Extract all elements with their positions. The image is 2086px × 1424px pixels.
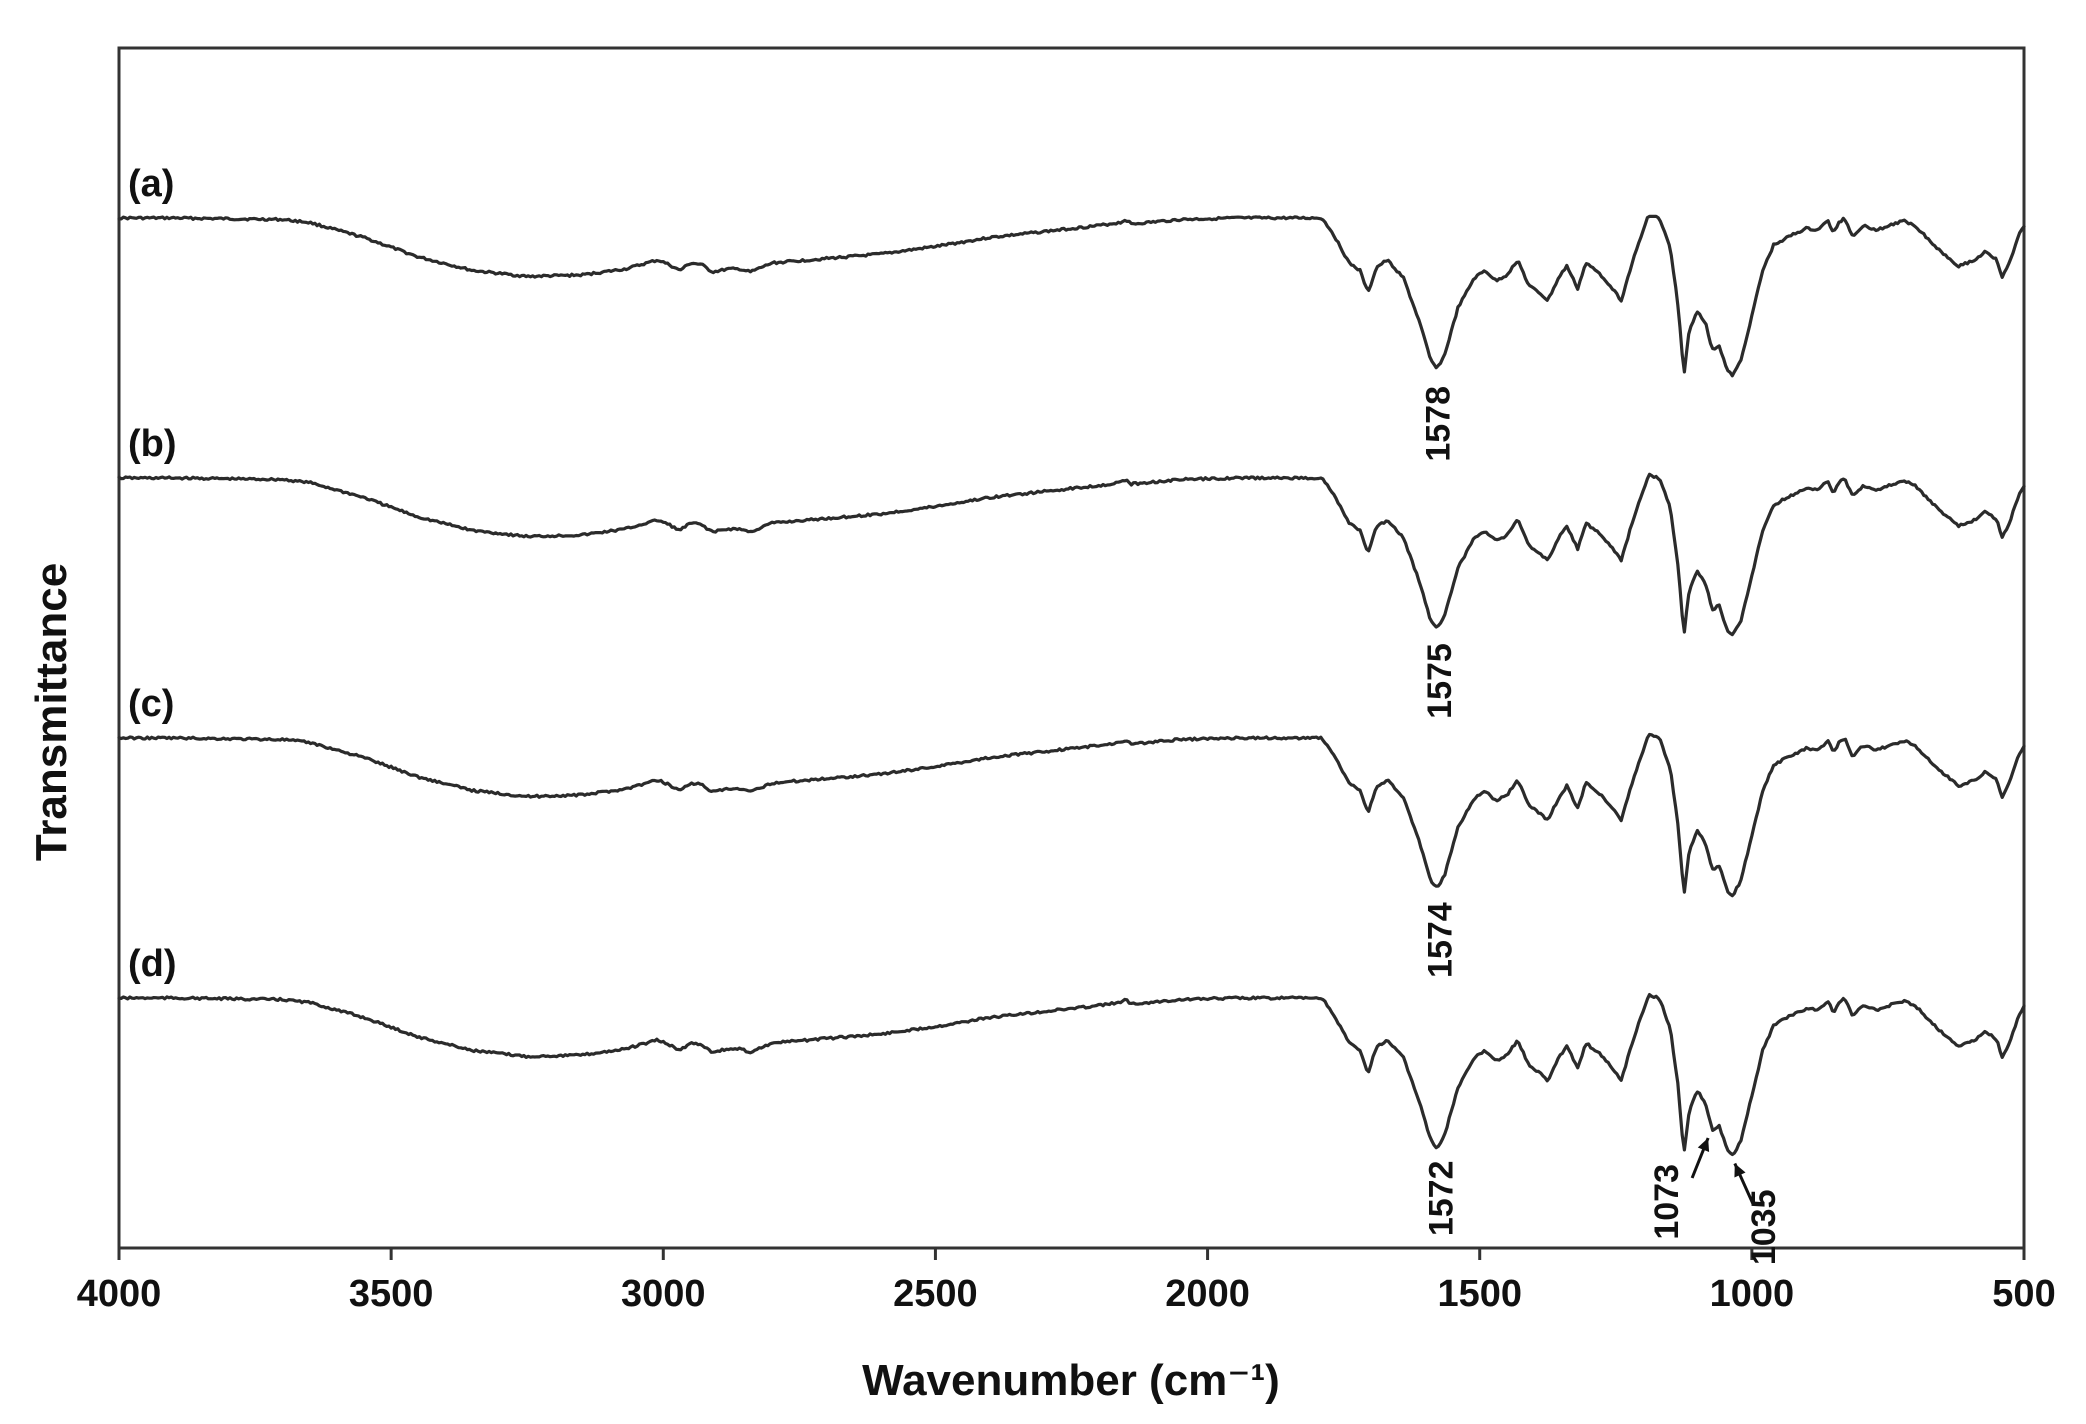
x-tick-label: 3500 bbox=[349, 1273, 434, 1315]
x-axis: 4000 3500 3000 2500 2000 1500 1000 500 bbox=[77, 1248, 2056, 1315]
y-axis-title: Transmittance bbox=[27, 563, 76, 861]
series-label: (c) bbox=[128, 683, 174, 725]
x-tick-label: 4000 bbox=[77, 1273, 162, 1315]
x-tick-label: 2500 bbox=[893, 1273, 978, 1315]
plot-area-frame bbox=[117, 46, 2026, 1250]
x-tick-label: 3000 bbox=[621, 1273, 706, 1315]
peak-label: 1574 bbox=[1421, 902, 1459, 978]
annotations: (a) 1578 (b) 1575 (c) 1574 (d) 1572 1073 1035 bbox=[128, 163, 1783, 1265]
peak-arrowhead bbox=[1697, 1138, 1710, 1152]
x-tick-label: 1500 bbox=[1437, 1273, 1522, 1315]
peak-label: 1572 bbox=[1423, 1161, 1461, 1237]
x-tick-label: 500 bbox=[1992, 1273, 2055, 1315]
x-tick-label: 1000 bbox=[1710, 1273, 1795, 1315]
series-label: (d) bbox=[128, 943, 177, 985]
peak-label: 1035 bbox=[1745, 1190, 1783, 1266]
peak-label: 1073 bbox=[1648, 1164, 1686, 1240]
series-layer bbox=[117, 214, 2026, 1157]
series-line-a bbox=[117, 214, 2026, 378]
x-tick-label: 2000 bbox=[1165, 1273, 1250, 1315]
peak-arrowhead bbox=[1734, 1163, 1746, 1178]
series-line-d bbox=[117, 993, 2026, 1157]
series-line-c bbox=[117, 732, 2026, 898]
series-label: (a) bbox=[128, 163, 174, 205]
peak-label: 1578 bbox=[1419, 386, 1457, 462]
series-label: (b) bbox=[128, 423, 177, 465]
series-line-b bbox=[117, 472, 2026, 637]
x-axis-title: Wavenumber (cm⁻¹) bbox=[862, 1356, 1280, 1405]
peak-label: 1575 bbox=[1421, 643, 1459, 719]
